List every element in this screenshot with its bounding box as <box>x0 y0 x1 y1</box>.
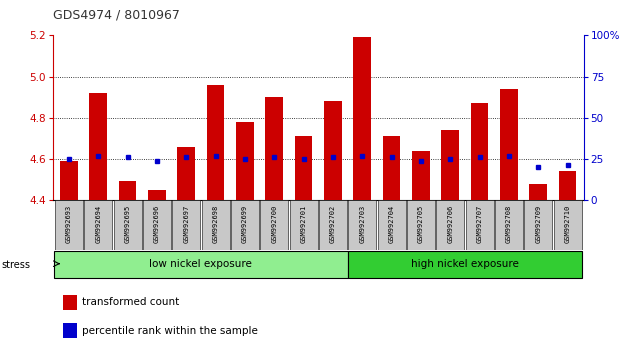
Text: high nickel exposure: high nickel exposure <box>411 259 519 269</box>
Bar <box>143 200 171 250</box>
Text: GSM992695: GSM992695 <box>125 205 130 243</box>
Bar <box>524 200 552 250</box>
Bar <box>54 251 348 278</box>
Text: GSM992708: GSM992708 <box>506 205 512 243</box>
Bar <box>63 323 76 338</box>
Bar <box>500 89 518 200</box>
Text: GSM992696: GSM992696 <box>154 205 160 243</box>
Bar <box>437 200 465 250</box>
Text: GSM992693: GSM992693 <box>66 205 72 243</box>
Bar <box>554 200 581 250</box>
Text: GSM992707: GSM992707 <box>476 205 483 243</box>
Bar <box>231 200 259 250</box>
Bar <box>114 200 142 250</box>
Bar <box>559 171 576 200</box>
Bar <box>236 122 254 200</box>
Bar <box>471 103 488 200</box>
Text: GSM992703: GSM992703 <box>360 205 365 243</box>
Bar <box>407 200 435 250</box>
Bar <box>63 295 76 310</box>
Bar <box>319 200 347 250</box>
Text: GDS4974 / 8010967: GDS4974 / 8010967 <box>53 9 179 22</box>
Text: GSM992709: GSM992709 <box>535 205 542 243</box>
Bar <box>178 147 195 200</box>
Text: GSM992694: GSM992694 <box>95 205 101 243</box>
Bar <box>148 190 166 200</box>
Bar <box>207 85 224 200</box>
Text: GSM992700: GSM992700 <box>271 205 277 243</box>
Text: GSM992704: GSM992704 <box>389 205 394 243</box>
Text: GSM992698: GSM992698 <box>212 205 219 243</box>
Bar <box>378 200 406 250</box>
Text: stress: stress <box>2 260 31 270</box>
Bar <box>348 200 376 250</box>
Bar <box>84 200 112 250</box>
Text: GSM992705: GSM992705 <box>418 205 424 243</box>
Bar <box>172 200 200 250</box>
Bar <box>119 182 137 200</box>
Bar <box>442 130 459 200</box>
Text: transformed count: transformed count <box>82 297 179 307</box>
Bar <box>466 200 494 250</box>
Bar <box>60 161 78 200</box>
Bar <box>495 200 523 250</box>
Bar <box>202 200 230 250</box>
Bar <box>265 97 283 200</box>
Text: percentile rank within the sample: percentile rank within the sample <box>82 326 258 336</box>
Bar <box>324 101 342 200</box>
Text: GSM992702: GSM992702 <box>330 205 336 243</box>
Bar <box>295 136 312 200</box>
Bar <box>260 200 288 250</box>
Bar <box>383 136 401 200</box>
Bar <box>530 184 547 200</box>
Text: GSM992697: GSM992697 <box>183 205 189 243</box>
Text: GSM992710: GSM992710 <box>564 205 571 243</box>
Bar <box>348 251 582 278</box>
Text: low nickel exposure: low nickel exposure <box>150 259 252 269</box>
Bar <box>89 93 107 200</box>
Bar <box>412 151 430 200</box>
Text: GSM992706: GSM992706 <box>447 205 453 243</box>
Bar <box>55 200 83 250</box>
Bar <box>353 38 371 200</box>
Bar <box>289 200 317 250</box>
Text: GSM992701: GSM992701 <box>301 205 307 243</box>
Text: GSM992699: GSM992699 <box>242 205 248 243</box>
